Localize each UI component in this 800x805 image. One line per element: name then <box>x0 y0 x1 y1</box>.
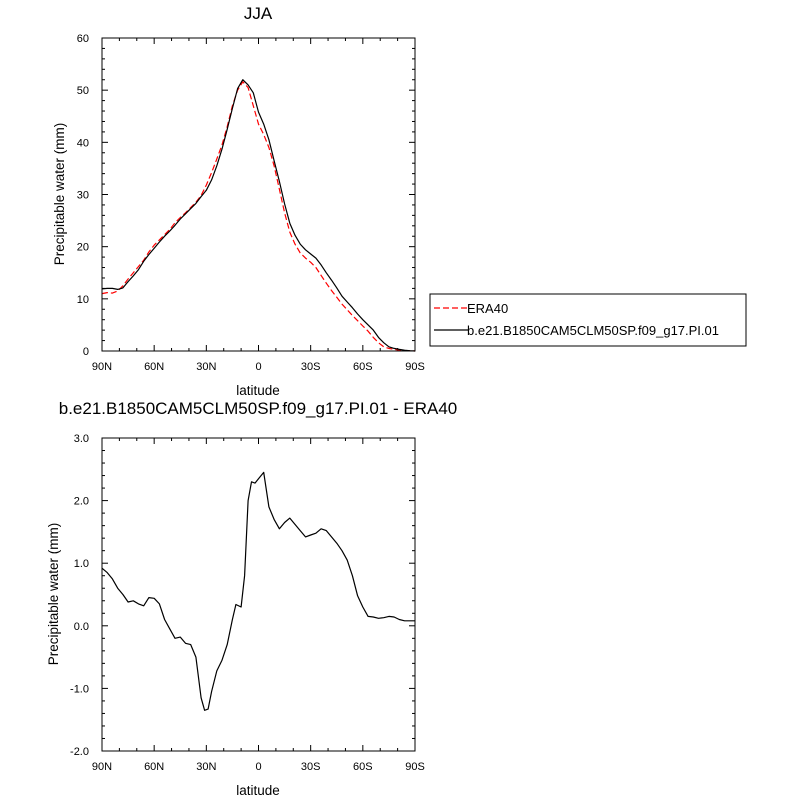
x-tick-label: 90N <box>92 761 112 773</box>
y-tick-label: 50 <box>77 85 89 97</box>
x-axis-label: latitude <box>236 383 280 398</box>
y-tick-label: 20 <box>77 242 89 254</box>
y-tick-label: -1.0 <box>70 683 89 695</box>
plot-frame <box>101 437 416 752</box>
y-tick-label: -2.0 <box>70 746 89 758</box>
chart-title: JJA <box>244 4 273 23</box>
bottom-panel: b.e21.B1850CAM5CLM50SP.f09_g17.PI.01 - E… <box>46 399 457 798</box>
series-lines <box>101 471 415 711</box>
x-tick-label: 90N <box>92 361 112 373</box>
x-tick-label: 30S <box>301 761 321 773</box>
y-axis-label: Precipitable water (mm) <box>52 123 67 266</box>
y-tick-label: 40 <box>77 137 89 149</box>
series-line-difference <box>101 471 415 711</box>
legend-label-era40: ERA40 <box>467 301 508 316</box>
y-tick-label: 2.0 <box>74 496 89 508</box>
x-tick-label: 60S <box>353 761 373 773</box>
axis-ticks: 90N 60N 30N 0 30S 60S 90S 0 10 20 30 40 50 60 <box>77 33 425 373</box>
legend-box <box>429 293 747 347</box>
x-tick-label: 60N <box>144 361 164 373</box>
y-axis-label: Precipitable water (mm) <box>46 523 61 666</box>
y-tick-label: 10 <box>77 294 89 306</box>
plot-frame <box>101 37 416 352</box>
top-panel: JJA Precipitable water (mm) latitude 90N… <box>52 4 425 398</box>
x-tick-label: 60N <box>144 761 164 773</box>
x-tick-label: 60S <box>353 361 373 373</box>
y-tick-label: 1.0 <box>74 558 89 570</box>
legend-label-model: b.e21.B1850CAM5CLM50SP.f09_g17.PI.01 <box>467 323 719 338</box>
x-tick-label: 30N <box>196 761 216 773</box>
x-axis-label: latitude <box>236 783 280 798</box>
y-tick-label: 30 <box>77 190 89 202</box>
x-tick-label: 0 <box>255 761 261 773</box>
series-line-era40 <box>101 81 416 352</box>
y-tick-label: 60 <box>77 33 89 45</box>
y-tick-label: 0.0 <box>74 621 89 633</box>
series-line-model <box>101 79 416 352</box>
axis-ticks: 90N 60N 30N 0 30S 60S 90S -2.0 -1.0 0.0 1.0 2.0 3.0 <box>70 433 425 773</box>
x-tick-label: 30S <box>301 361 321 373</box>
x-tick-label: 30N <box>196 361 216 373</box>
y-tick-label: 0 <box>83 346 89 358</box>
chart-title: b.e21.B1850CAM5CLM50SP.f09_g17.PI.01 - E… <box>59 399 458 418</box>
series-lines <box>101 79 416 352</box>
legend: ERA40 b.e21.B1850CAM5CLM50SP.f09_g17.PI.… <box>429 293 747 347</box>
x-tick-label: 90S <box>405 761 425 773</box>
x-tick-label: 90S <box>405 361 425 373</box>
y-tick-label: 3.0 <box>74 433 89 445</box>
x-tick-label: 0 <box>255 361 261 373</box>
